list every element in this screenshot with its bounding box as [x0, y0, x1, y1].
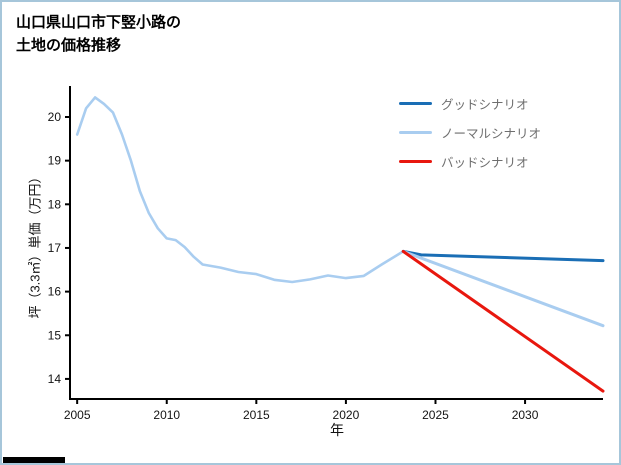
page-title: 山口県山口市下竪小路の 土地の価格推移 [16, 12, 181, 57]
y-tick-label: 20 [48, 110, 62, 124]
x-tick-label: 2030 [512, 408, 539, 422]
legend-label-bad: バッドシナリオ [441, 156, 529, 170]
bottom-left-mark [3, 457, 65, 463]
legend-item-normal: ノーマルシナリオ [399, 123, 541, 142]
series-line-グッドシナリオ [401, 249, 605, 263]
x-tick-label: 2025 [422, 408, 449, 422]
bad-scenario-line-swatch [399, 160, 432, 163]
x-tick-label: 2015 [243, 408, 270, 422]
series-line-ノーマルシナリオ [401, 249, 605, 328]
series-line-バッドシナリオ [401, 249, 605, 393]
y-tick-label: 14 [48, 372, 62, 386]
page-title-line2: 土地の価格推移 [16, 36, 122, 54]
legend-item-bad: バッドシナリオ [399, 152, 541, 171]
y-axis-label: 坪（3.3㎡）単価（万円） [27, 170, 43, 319]
y-tick-label: 15 [48, 328, 62, 342]
legend-label-normal: ノーマルシナリオ [441, 127, 542, 141]
x-tick-label: 2020 [333, 408, 360, 422]
good-scenario-line-swatch [399, 102, 432, 105]
x-axis-label: 年 [330, 422, 344, 438]
chart-legend: グッドシナリオ ノーマルシナリオ バッドシナリオ [399, 94, 541, 171]
page-title-line1: 山口県山口市下竪小路の [16, 14, 182, 31]
y-tick-label: 19 [48, 154, 62, 168]
legend-label-good: グッドシナリオ [441, 98, 529, 112]
x-tick-label: 2010 [153, 408, 180, 422]
y-tick-label: 18 [48, 197, 62, 211]
x-tick-label: 2005 [64, 408, 91, 422]
y-tick-label: 17 [48, 241, 62, 255]
series-line-実績 [75, 96, 405, 284]
legend-item-good: グッドシナリオ [399, 94, 541, 113]
y-tick-label: 16 [48, 285, 62, 299]
normal-scenario-line-swatch [399, 131, 432, 134]
